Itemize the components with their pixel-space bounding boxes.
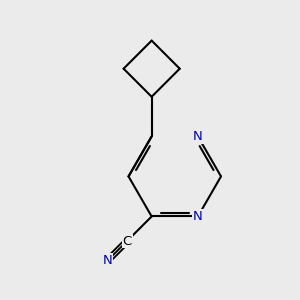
Text: N: N: [193, 130, 203, 143]
Text: C: C: [123, 235, 132, 248]
Text: N: N: [193, 210, 203, 223]
Text: N: N: [103, 254, 112, 267]
